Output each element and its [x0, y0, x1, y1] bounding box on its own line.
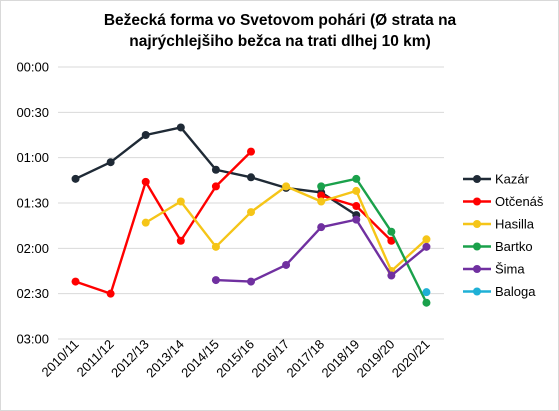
x-tick-label: 2015/16	[213, 337, 257, 381]
data-point	[352, 202, 361, 211]
data-point	[422, 235, 431, 244]
series	[71, 123, 361, 220]
data-point	[317, 191, 326, 200]
y-tick-label: 00:00	[16, 60, 49, 75]
legend-item: Kazár	[463, 172, 530, 187]
data-point	[211, 165, 220, 174]
series-line	[320, 177, 428, 304]
gridlines	[58, 66, 444, 340]
data-point	[141, 218, 150, 227]
data-point	[71, 174, 80, 183]
series	[317, 174, 431, 307]
data-point	[282, 182, 291, 191]
legend-swatch-marker	[473, 175, 481, 183]
data-point	[282, 260, 291, 269]
series	[141, 182, 431, 275]
legend: Kazár Otčenáš Hasilla Bartko Šima Baloga	[463, 172, 544, 299]
legend-item: Baloga	[463, 284, 536, 299]
data-point	[211, 242, 220, 251]
legend-item: Bartko	[463, 239, 533, 254]
data-point	[317, 223, 326, 232]
y-tick-label: 03:00	[16, 332, 49, 347]
data-point	[106, 158, 115, 167]
legend-label: Šima	[495, 262, 525, 277]
legend-swatch-marker	[473, 242, 481, 251]
x-tick-label: 2016/17	[248, 337, 292, 381]
chart-title-line-2: najrýchlejšiho bežca na trati dlhej 10 k…	[129, 33, 431, 50]
y-tick-label: 02:00	[16, 241, 49, 256]
chart-title: Bežecká forma vo Svetovom pohári (Ø stra…	[104, 12, 457, 50]
data-point	[141, 177, 150, 186]
data-point	[352, 215, 361, 224]
data-point	[71, 277, 80, 286]
y-tick-label: 02:30	[16, 286, 49, 301]
series-line	[75, 150, 252, 295]
legend-swatch-marker	[473, 265, 481, 273]
data-point	[247, 277, 255, 286]
y-tick-label: 01:00	[16, 150, 49, 165]
legend-label: Baloga	[495, 284, 536, 299]
legend-label: Kazár	[495, 172, 530, 187]
legend-swatch-marker	[473, 197, 481, 206]
legend-label: Bartko	[495, 239, 533, 254]
legend-swatch-marker	[473, 287, 481, 296]
data-point	[387, 271, 396, 280]
series	[211, 215, 431, 286]
x-tick-label: 2012/13	[108, 337, 152, 381]
data-point	[317, 182, 326, 191]
legend-item: Otčenáš	[463, 194, 544, 209]
data-point	[387, 236, 396, 245]
data-point	[176, 123, 185, 132]
data-point	[317, 197, 326, 206]
x-tick-label: 2018/19	[319, 337, 363, 381]
y-axis-tick-labels: 00:00 00:30 01:00 01:30 02:00 02:30 03:00	[16, 60, 49, 347]
data-point	[106, 289, 115, 298]
data-point	[176, 236, 185, 245]
legend-item: Hasilla	[463, 217, 535, 232]
data-point	[176, 197, 185, 206]
data-point	[211, 182, 220, 191]
y-tick-label: 01:30	[16, 196, 49, 211]
data-point	[422, 288, 431, 297]
data-point	[352, 186, 361, 195]
data-point	[247, 173, 255, 182]
x-tick-label: 2017/18	[283, 337, 327, 381]
data-point	[387, 227, 396, 236]
chart-title-line-1: Bežecká forma vo Svetovom pohári (Ø stra…	[104, 12, 457, 29]
data-point	[247, 147, 255, 156]
data-point	[422, 298, 431, 307]
x-axis-tick-labels: 2010/112011/122012/132013/142014/152015/…	[39, 337, 433, 381]
data-point	[141, 131, 150, 139]
y-tick-label: 00:30	[16, 105, 49, 120]
legend-swatch-marker	[473, 220, 481, 228]
data-point	[352, 174, 361, 183]
legend-label: Otčenáš	[495, 194, 544, 209]
data-point	[211, 276, 220, 285]
x-tick-label: 2013/14	[143, 337, 187, 381]
legend-label: Hasilla	[495, 217, 535, 232]
x-tick-label: 2014/15	[178, 337, 222, 381]
data-point	[422, 242, 431, 251]
x-tick-label: 2019/20	[354, 337, 398, 381]
data-point	[247, 208, 255, 217]
series-lines	[71, 123, 431, 307]
legend-item: Šima	[463, 262, 525, 277]
series	[422, 288, 431, 297]
x-tick-label: 2020/21	[389, 337, 433, 381]
